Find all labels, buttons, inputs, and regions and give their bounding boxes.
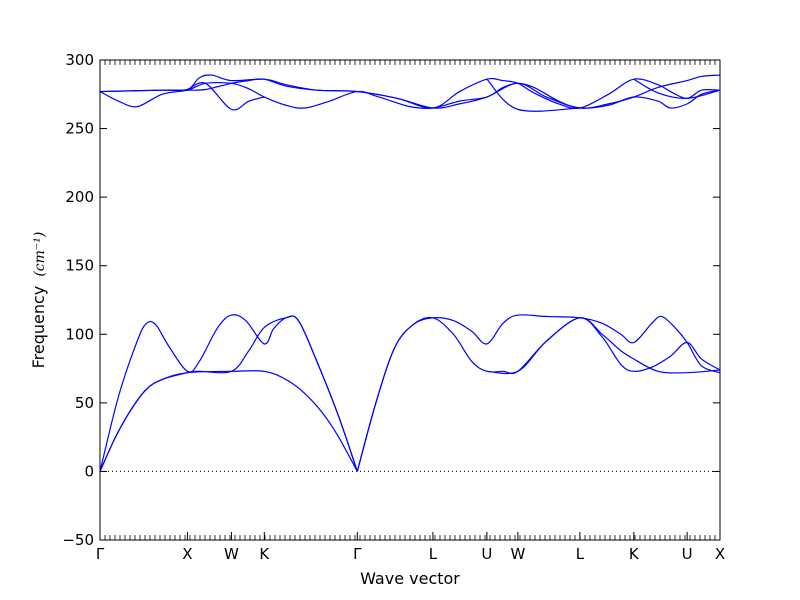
phonon-branch-4 <box>356 314 721 472</box>
x-tick-label: K <box>629 545 640 563</box>
x-tick-label: Γ <box>96 545 105 563</box>
phonon-branch-12 <box>633 78 721 100</box>
x-minor-tick-layer <box>99 60 721 540</box>
y-tick-label: 150 <box>65 257 94 275</box>
y-tick-label: 100 <box>65 325 94 343</box>
y-tick-layer: −50 0 50 100 150 200 250 300 <box>62 51 720 549</box>
phonon-branch-10 <box>187 82 265 111</box>
phonon-branch-3 <box>99 315 358 472</box>
x-tick-label: U <box>682 545 693 563</box>
y-axis-label-unit: (cm⁻¹) <box>32 232 48 277</box>
phonon-branch-2 <box>99 314 358 472</box>
series-layer <box>99 74 721 472</box>
x-axis-label: Wave vector <box>360 569 460 588</box>
y-tick-label: 250 <box>65 120 94 138</box>
x-tick-label: L <box>576 545 585 563</box>
x-tick-label: K <box>259 545 270 563</box>
x-tick-label: Γ <box>353 545 362 563</box>
x-tick-label: U <box>481 545 492 563</box>
y-tick-label: 300 <box>65 51 94 69</box>
phonon-branch-5 <box>356 316 721 472</box>
y-axis-label: Frequency (cm⁻¹) <box>29 232 48 369</box>
x-tick-label: L <box>429 545 438 563</box>
phonon-branch-11 <box>486 78 580 112</box>
y-tick-label: −50 <box>62 531 94 549</box>
phonon-branch-6 <box>486 317 721 375</box>
phonon-branch-8 <box>99 74 721 109</box>
y-tick-label: 0 <box>84 462 94 480</box>
phonon-branch-7 <box>99 81 721 110</box>
x-tick-label: X <box>182 545 192 563</box>
phonon-branch-9 <box>99 74 721 109</box>
y-axis-label-text: Frequency <box>29 286 48 369</box>
y-tick-label: 200 <box>65 188 94 206</box>
phonon-branch-1 <box>99 370 358 472</box>
x-tick-label: X <box>715 545 725 563</box>
y-tick-label: 50 <box>75 394 94 412</box>
plot-frame <box>99 59 721 541</box>
x-tick-label: W <box>510 545 525 563</box>
x-tick-label: W <box>224 545 239 563</box>
